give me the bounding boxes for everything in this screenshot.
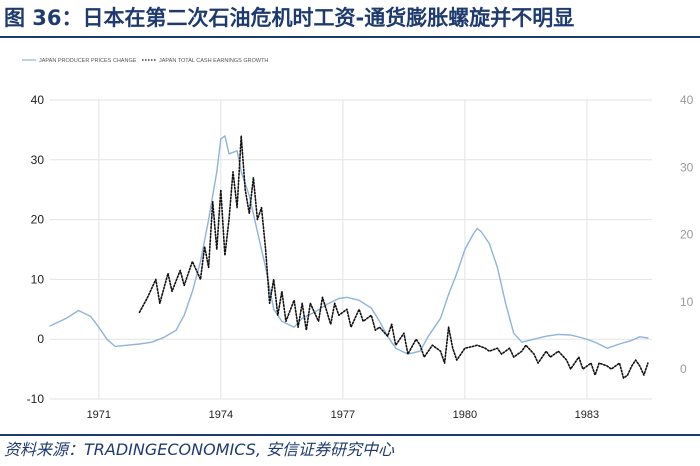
y-right-tick-label: 40 (680, 93, 694, 107)
y-left-tick-label: 0 (37, 332, 44, 346)
x-tick-label: 1971 (87, 409, 111, 421)
x-tick-label: 1977 (331, 409, 355, 421)
x-tick-label: 1974 (209, 409, 233, 421)
y-left-tick-label: 10 (31, 272, 45, 286)
series-line-cash-earnings (138, 135, 649, 379)
source-note: 资料来源：TRADINGECONOMICS, 安信证券研究中心 (4, 440, 395, 459)
source-divider (0, 434, 700, 436)
y-right-tick-label: 10 (680, 295, 694, 309)
y-right-tick-label: 20 (680, 228, 694, 242)
x-tick-label: 1980 (453, 409, 477, 421)
y-right-tick-label: 30 (680, 160, 694, 174)
x-axis-ticks: 1971 1974 1977 1980 1983 (87, 409, 600, 421)
y-left-tick-label: -10 (27, 392, 45, 406)
legend: JAPAN PRODUCER PRICES CHANGE JAPAN TOTAL … (22, 58, 268, 64)
left-axis-ticks: 40 30 20 10 0 -10 (27, 93, 45, 406)
legend-label: JAPAN PRODUCER PRICES CHANGE (39, 58, 137, 64)
title-divider (0, 36, 700, 38)
series-line-producer-prices (49, 135, 649, 355)
figure-title: 图 36：日本在第二次石油危机时工资-通货膨胀螺旋并不明显 (4, 6, 575, 30)
x-tick-label: 1983 (575, 409, 599, 421)
y-left-tick-label: 20 (31, 213, 45, 227)
right-axis-ticks: 40 30 20 10 0 (680, 93, 694, 376)
y-left-tick-label: 40 (31, 93, 45, 107)
legend-label: JAPAN TOTAL CASH EARNINGS GROWTH (159, 58, 268, 64)
y-left-tick-label: 30 (31, 153, 45, 167)
series-lines (49, 135, 649, 379)
y-right-tick-label: 0 (680, 362, 687, 376)
